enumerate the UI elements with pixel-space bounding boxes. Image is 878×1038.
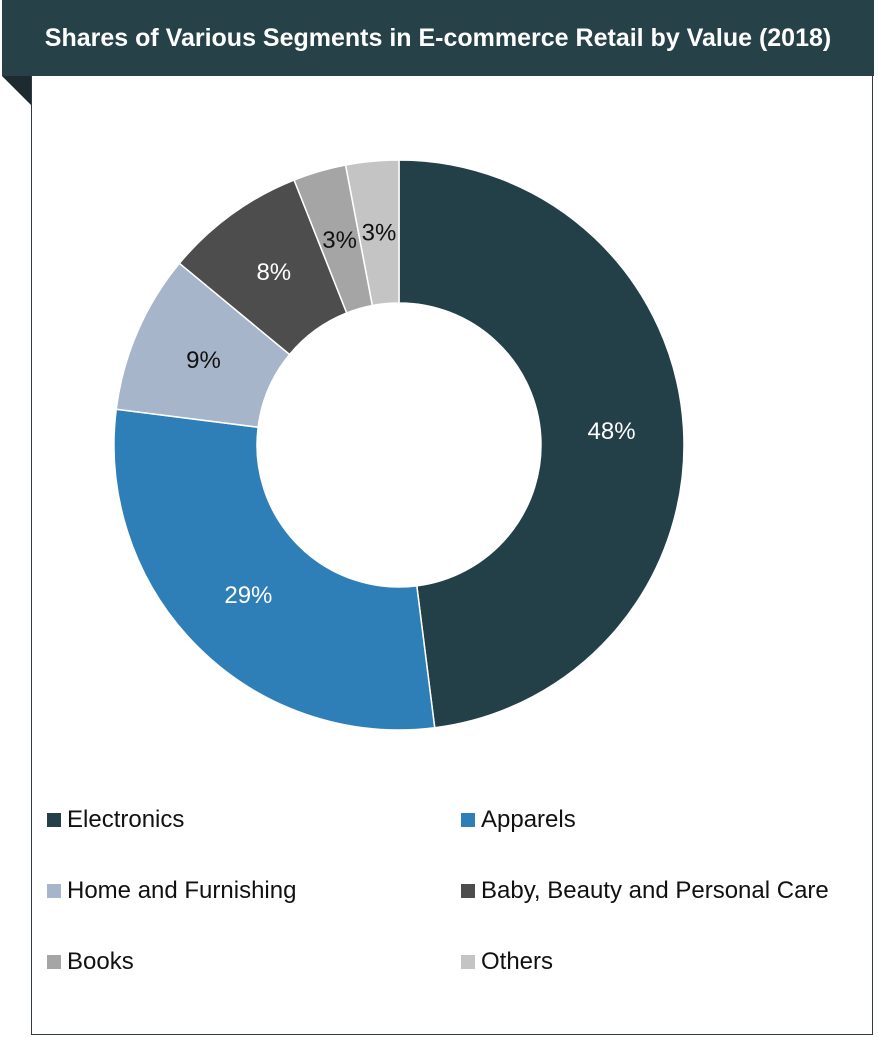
legend-item-baby-beauty-and-personal-care: Baby, Beauty and Personal Care — [461, 877, 829, 905]
legend-swatch — [461, 884, 475, 898]
legend-swatch — [461, 955, 475, 969]
legend-swatch — [47, 884, 61, 898]
legend-label: Apparels — [481, 806, 576, 833]
legend-item-electronics: Electronics — [47, 806, 184, 834]
legend-item-books: Books — [47, 948, 134, 976]
data-label-others: 3% — [362, 219, 397, 246]
slice-apparels — [113, 408, 436, 731]
data-label-books: 3% — [322, 227, 357, 254]
legend-swatch — [47, 955, 61, 969]
legend-item-home-and-furnishing: Home and Furnishing — [47, 877, 296, 905]
slice-others — [344, 159, 400, 307]
legend-item-others: Others — [461, 948, 553, 976]
legend-item-apparels: Apparels — [461, 806, 576, 834]
chart-title-bar: Shares of Various Segments in E-commerce… — [2, 0, 874, 76]
legend-label: Electronics — [67, 806, 185, 833]
legend-label: Home and Furnishing — [67, 877, 297, 904]
legend-swatch — [47, 813, 61, 827]
data-label-home-and-furnishing: 9% — [186, 347, 221, 374]
legend-label: Books — [67, 948, 134, 975]
slice-electronics — [398, 159, 685, 729]
data-label-apparels: 29% — [224, 582, 272, 609]
chart-title: Shares of Various Segments in E-commerce… — [44, 24, 832, 52]
data-label-electronics: 48% — [588, 418, 636, 445]
legend-label: Others — [481, 948, 554, 975]
legend-label: Baby, Beauty and Personal Care — [481, 877, 829, 904]
title-fold-decoration — [2, 76, 32, 106]
legend-swatch — [461, 813, 475, 827]
data-label-baby-beauty-and-personal-care: 8% — [256, 259, 291, 286]
